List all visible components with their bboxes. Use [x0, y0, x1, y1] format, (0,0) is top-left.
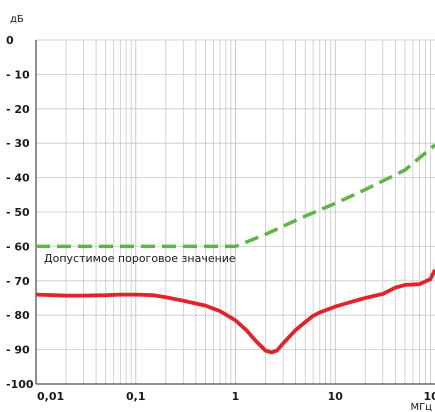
axes	[35, 40, 435, 385]
y-tick-label: - 10	[6, 68, 30, 81]
y-tick-label: - 50	[6, 206, 30, 219]
threshold-annotation: Допустимое пороговое значение	[44, 252, 236, 265]
y-tick-label: - 60	[6, 240, 30, 253]
y-tick-label: - 20	[6, 103, 30, 116]
y-tick-label: - 90	[6, 344, 30, 357]
x-tick-label: 0,1	[126, 390, 146, 403]
grid	[35, 39, 435, 385]
y-tick-label: - 40	[6, 172, 30, 185]
y-tick-label: - 80	[6, 309, 30, 322]
x-tick-label: 1	[232, 390, 240, 403]
y-tick-label: - 70	[6, 275, 30, 288]
x-tick-label: 100	[424, 390, 435, 403]
x-tick-label: 10	[328, 390, 344, 403]
y-tick-label: - 30	[6, 137, 30, 150]
tick-labels: 0 - 10 - 20 - 30 - 40 - 50 - 60 - 70 - 80 - 90 -10…	[6, 34, 435, 403]
threshold-line	[36, 143, 435, 249]
x-axis-unit: МГц	[410, 402, 432, 412]
x-tick-label: 0,01	[37, 390, 64, 403]
y-tick-label: 0	[6, 34, 14, 47]
y-axis-unit: дБ	[10, 14, 24, 25]
measured-attenuation-line	[35, 268, 435, 355]
y-tick-label: -100	[6, 378, 34, 391]
series	[35, 143, 435, 355]
